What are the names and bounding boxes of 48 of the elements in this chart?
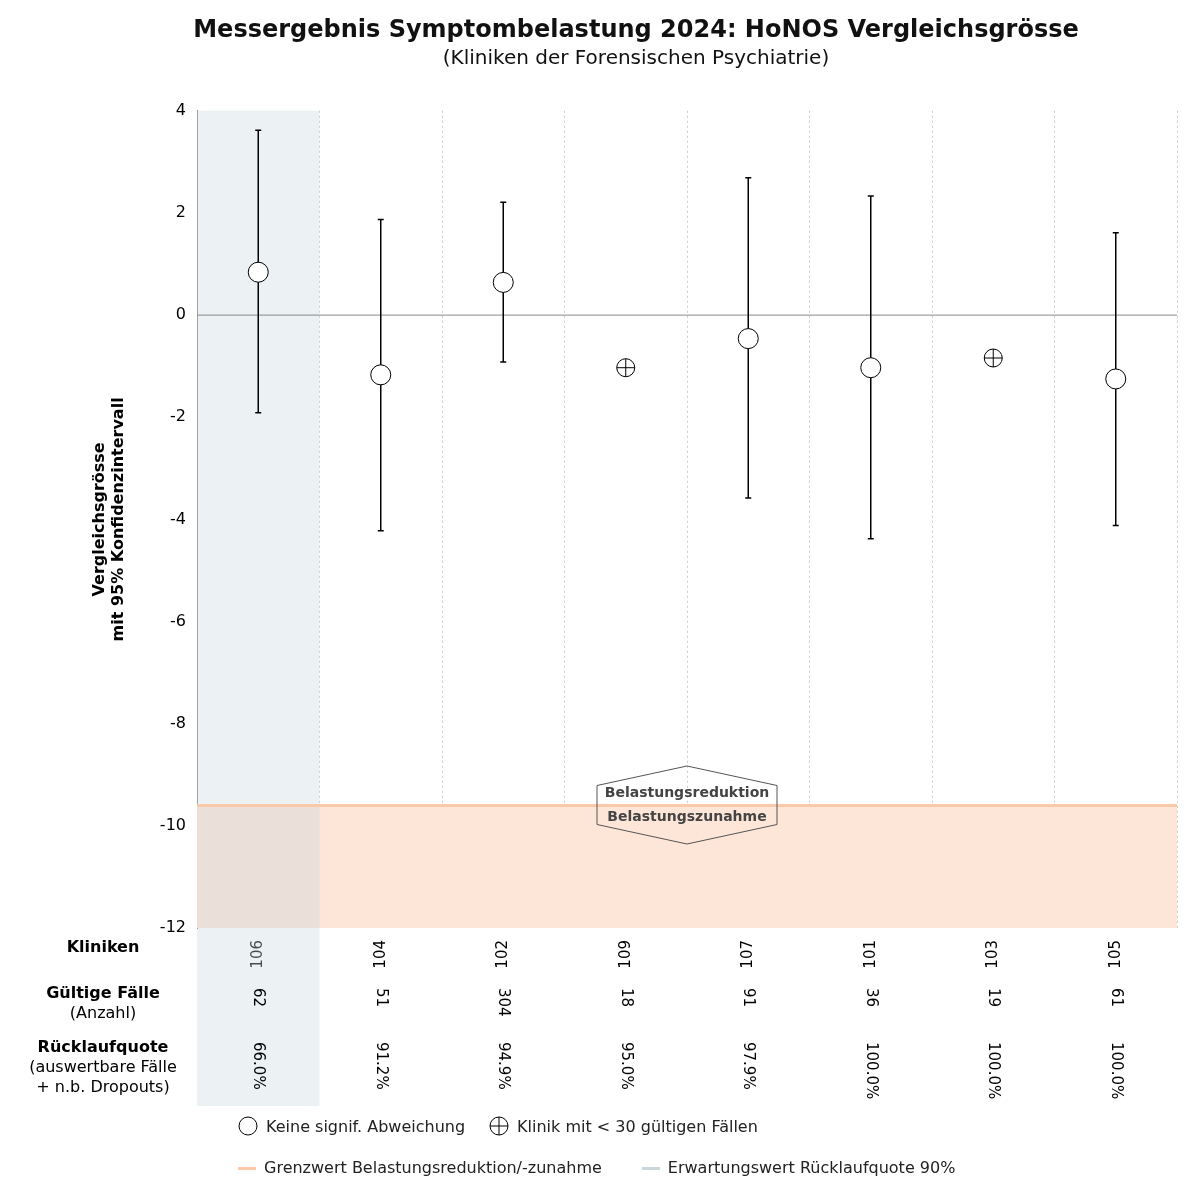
x-tick-label: 109 <box>615 940 634 969</box>
y-axis-title: Vergleichsgrösse mit 95% Konfidenzintervall <box>88 397 127 642</box>
text: 304 <box>495 988 514 1017</box>
annotation: Belastungszunahme <box>607 808 767 825</box>
x-tick-label: 104 <box>370 940 389 969</box>
x-tick-label: 106 <box>248 940 267 969</box>
x-tick-label: 102 <box>493 940 512 969</box>
text: 95.0% <box>617 1042 636 1090</box>
x-tick-label: 103 <box>983 940 1002 969</box>
legend-label: Erwartungswert Rücklaufquote 90% <box>666 1158 956 1177</box>
legend-label: Grenzwert Belastungsreduktion/-zunahme <box>263 1158 602 1177</box>
chart-title: Messergebnis Symptombelastung 2024: HoNOS Vergleichsgrösse <box>193 14 1079 43</box>
y-tick-label: -2 <box>170 406 186 426</box>
point <box>616 358 636 378</box>
y-tick-label: -6 <box>170 610 186 630</box>
y-tick-label: -8 <box>170 712 186 732</box>
chart-subtitle: (Kliniken der Forensischen Psychiatrie) <box>442 45 830 69</box>
text: 61 <box>1107 988 1126 1008</box>
annotation: Belastungsreduktion <box>604 784 770 801</box>
text: 51 <box>372 988 391 1008</box>
text: 94.9% <box>495 1042 514 1090</box>
x-tick-label: 107 <box>738 940 757 969</box>
text: 19 <box>985 988 1004 1008</box>
text: 62 <box>250 988 269 1008</box>
y-tick-label: 2 <box>175 202 186 222</box>
y-tick-label: -12 <box>159 917 186 937</box>
text: 97.9% <box>740 1042 759 1090</box>
x-tick-label: 105 <box>1105 940 1124 969</box>
y-tick-label: -10 <box>159 815 186 835</box>
text: 91.2% <box>372 1042 391 1090</box>
y-tick-label: -4 <box>170 508 186 528</box>
text: Gültige Fälle (Anzahl) <box>46 983 160 1023</box>
text: 100.0% <box>1107 1042 1126 1100</box>
y-tick-label: 4 <box>175 99 186 119</box>
text: 36 <box>862 988 881 1008</box>
text: Rücklaufquote (auswertbare Fälle + n.b. Dropouts) <box>29 1037 177 1097</box>
point <box>983 348 1003 368</box>
text: 100.0% <box>862 1042 881 1100</box>
x-tick-label: 101 <box>860 940 879 969</box>
legend-label: Klinik mit < 30 gültigen Fällen <box>516 1116 758 1136</box>
legend-label: Keine signif. Abweichung <box>265 1116 466 1136</box>
text: 66.0% <box>250 1042 269 1090</box>
text: 100.0% <box>985 1042 1004 1100</box>
y-tick-label: 0 <box>175 304 186 324</box>
text: 18 <box>617 988 636 1008</box>
text: 91 <box>740 988 759 1008</box>
text: Kliniken <box>66 937 140 957</box>
point <box>247 261 269 283</box>
